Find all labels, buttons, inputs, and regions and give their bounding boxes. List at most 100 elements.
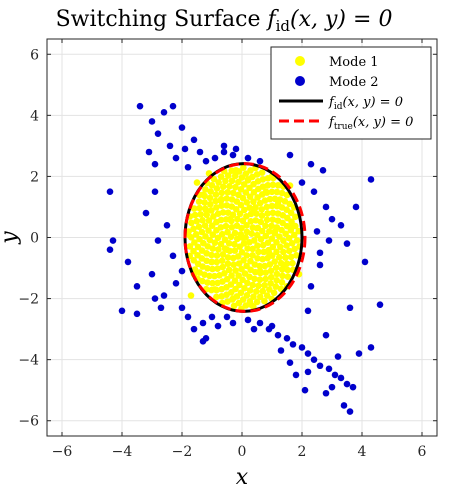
data-point — [269, 181, 277, 189]
legend-label: Mode 1 — [329, 55, 379, 70]
data-point — [304, 368, 312, 376]
data-point — [255, 282, 262, 290]
data-point — [254, 255, 261, 262]
data-point — [258, 212, 266, 219]
data-point — [217, 173, 225, 180]
data-point — [367, 344, 375, 351]
data-point — [221, 236, 229, 243]
data-point — [355, 350, 363, 357]
data-point — [259, 287, 267, 295]
data-point — [263, 203, 271, 211]
data-point — [287, 226, 295, 234]
data-point — [210, 213, 217, 220]
data-point — [250, 325, 258, 333]
data-point — [235, 260, 243, 267]
data-point — [133, 283, 141, 290]
data-point — [214, 234, 222, 242]
data-point — [136, 102, 144, 110]
data-point — [190, 325, 198, 333]
y-tick-label: −2 — [18, 292, 39, 308]
data-point — [224, 188, 231, 196]
data-point — [284, 273, 292, 280]
data-point — [328, 215, 336, 223]
data-point — [282, 254, 289, 261]
data-point — [240, 164, 247, 171]
data-point — [259, 255, 266, 263]
data-point — [178, 124, 186, 131]
data-point — [310, 188, 318, 195]
data-point — [285, 234, 293, 242]
data-point — [208, 207, 215, 214]
data-point — [205, 217, 213, 224]
data-point — [106, 188, 114, 195]
x-axis-label: x — [236, 465, 249, 490]
data-point — [244, 245, 251, 252]
data-point — [219, 263, 226, 271]
data-point — [220, 148, 228, 156]
data-point — [195, 198, 203, 205]
legend-subscript: id — [334, 102, 343, 112]
data-point — [232, 267, 239, 274]
data-point — [228, 217, 235, 225]
data-point — [243, 252, 250, 259]
data-point — [286, 151, 294, 159]
data-point — [229, 254, 237, 262]
data-point — [242, 302, 250, 309]
data-point — [190, 225, 197, 233]
data-point — [266, 286, 273, 293]
data-point — [207, 188, 214, 195]
data-point — [235, 191, 242, 199]
data-point — [304, 307, 312, 315]
data-point — [190, 205, 198, 212]
title-subscript: id — [276, 17, 291, 35]
data-point — [172, 154, 180, 162]
x-tick-label: 4 — [358, 444, 367, 460]
data-point — [268, 252, 276, 259]
data-point — [262, 232, 270, 240]
data-point — [186, 243, 194, 250]
data-point — [349, 383, 357, 391]
data-point — [124, 258, 132, 266]
legend-box — [270, 46, 432, 140]
data-point — [205, 227, 212, 234]
data-point — [286, 200, 293, 208]
data-point — [219, 251, 227, 258]
data-point — [194, 251, 201, 259]
data-point — [209, 231, 217, 238]
data-point — [232, 183, 239, 191]
data-point — [290, 231, 298, 239]
data-point — [181, 145, 189, 153]
data-point — [244, 154, 252, 162]
data-point — [208, 313, 216, 321]
data-point — [154, 130, 162, 137]
data-point — [142, 209, 150, 217]
data-point — [224, 260, 232, 268]
data-point — [237, 185, 245, 193]
data-point — [258, 169, 266, 176]
data-point — [220, 142, 228, 150]
data-point — [228, 196, 236, 203]
data-point — [208, 286, 215, 294]
data-point — [244, 316, 252, 324]
legend-label: ftrue(x, y) = 0 — [328, 115, 413, 132]
data-point — [247, 210, 255, 218]
data-point — [259, 227, 266, 235]
data-point — [278, 266, 286, 273]
data-point — [217, 195, 225, 203]
data-point — [316, 362, 324, 370]
y-tick-label: −6 — [18, 414, 39, 430]
data-point — [194, 243, 202, 251]
data-point — [199, 216, 206, 224]
data-point — [206, 236, 214, 244]
data-point — [346, 304, 354, 312]
data-point — [222, 222, 230, 230]
data-point — [251, 268, 259, 276]
data-point — [246, 287, 254, 294]
data-point — [206, 272, 213, 280]
data-point — [292, 371, 300, 379]
data-point — [157, 304, 165, 312]
data-point — [264, 181, 272, 189]
data-point — [266, 195, 274, 203]
